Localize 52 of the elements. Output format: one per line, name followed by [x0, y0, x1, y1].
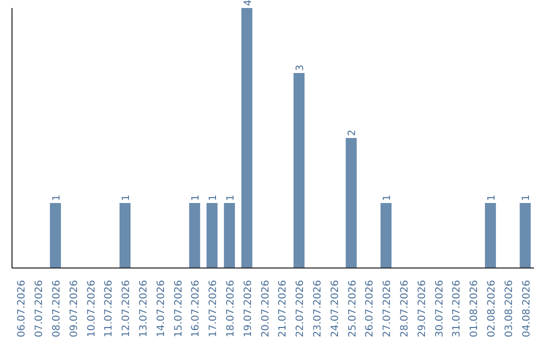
- bar: [294, 73, 305, 268]
- data-label: 1: [121, 194, 132, 201]
- x-tick-label: 24.07.2026: [330, 280, 341, 338]
- data-label: 4: [242, 0, 254, 6]
- bar: [380, 203, 392, 268]
- bar: [520, 203, 531, 268]
- data-label: 1: [208, 194, 220, 201]
- x-tick-label: 15.07.2026: [173, 280, 184, 338]
- x-tick-label: 10.07.2026: [86, 280, 98, 338]
- x-tick-label: 04.08.2026: [521, 280, 532, 338]
- x-tick-label: 27.07.2026: [382, 280, 394, 338]
- x-tick-label: 03.08.2026: [504, 280, 515, 338]
- x-tick-label: 02.08.2026: [486, 280, 498, 338]
- x-tick-label: 23.07.2026: [312, 280, 324, 338]
- bar: [346, 138, 357, 268]
- data-label: 1: [486, 194, 498, 201]
- x-tick-label: 08.07.2026: [52, 280, 62, 338]
- x-tick-label: 16.07.2026: [190, 280, 202, 338]
- x-tick-label: 25.07.2026: [347, 280, 358, 338]
- x-tick-label: 20.07.2026: [260, 280, 272, 338]
- x-tick-label: 11.07.2026: [104, 280, 115, 338]
- bar: [241, 8, 252, 268]
- x-tick-label: 31.07.2026: [452, 280, 463, 338]
- x-tick-label: 21.07.2026: [278, 280, 289, 338]
- data-label: 1: [225, 194, 236, 201]
- x-tick-label: 13.07.2026: [138, 280, 150, 338]
- x-tick-label: 07.07.2026: [34, 280, 46, 338]
- x-tick-label: 30.07.2026: [434, 280, 446, 338]
- bar: [224, 203, 235, 268]
- x-tick-label: 29.07.2026: [416, 280, 428, 338]
- x-tick-label: 19.07.2026: [242, 280, 254, 338]
- bar: [189, 203, 200, 268]
- x-tick-label: 17.07.2026: [208, 280, 220, 338]
- x-tick-label: 06.07.2026: [16, 280, 28, 338]
- bar: [206, 203, 218, 268]
- x-tick-label: 26.07.2026: [364, 280, 376, 338]
- data-label: 1: [521, 194, 532, 201]
- x-tick-label: 14.07.2026: [156, 280, 167, 338]
- bar: [484, 203, 496, 268]
- x-tick-label: 18.07.2026: [226, 280, 236, 338]
- data-label: 1: [190, 194, 202, 201]
- data-label: 3: [295, 64, 306, 71]
- x-tick-label: 01.08.2026: [469, 280, 480, 338]
- bar: [50, 203, 61, 268]
- x-tick-label: 28.07.2026: [400, 280, 410, 338]
- x-tick-label: 22.07.2026: [295, 280, 306, 338]
- bar: [120, 203, 131, 268]
- x-tick-label: 09.07.2026: [68, 280, 80, 338]
- data-label: 1: [382, 194, 394, 201]
- x-tick-label: 12.07.2026: [121, 280, 132, 338]
- data-label: 1: [51, 194, 62, 201]
- data-label: 2: [347, 130, 358, 136]
